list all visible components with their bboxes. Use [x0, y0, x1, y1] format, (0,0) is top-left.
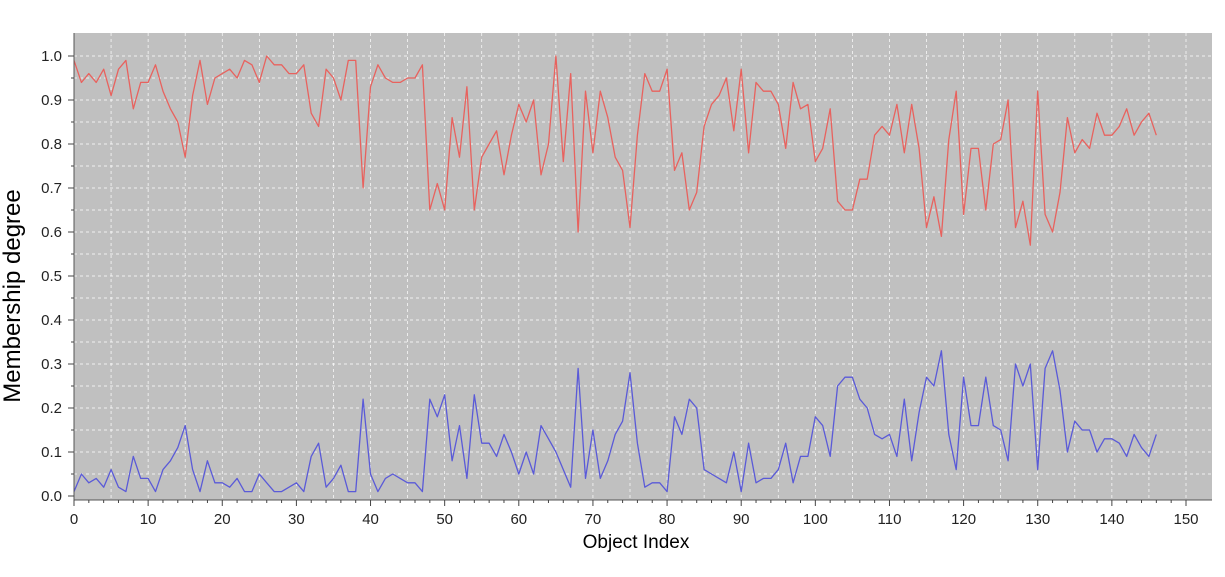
y-tick-label: 0.1	[41, 444, 62, 461]
x-tick-label: 70	[585, 511, 602, 528]
x-tick-label: 30	[288, 511, 305, 528]
y-tick-label: 0.2	[41, 400, 62, 417]
y-tick-label: 0.9	[41, 92, 62, 109]
series-lines	[73, 55, 1157, 493]
x-tick-label: 90	[733, 511, 750, 528]
x-tick-label: 120	[951, 511, 976, 528]
x-tick-label: 140	[1099, 511, 1124, 528]
y-tick-label: 0.3	[41, 356, 62, 373]
y-tick-label: 0.5	[41, 268, 62, 285]
x-tick-label: 130	[1025, 511, 1050, 528]
y-tick-label: 0.8	[41, 136, 62, 153]
x-tick-label: 60	[510, 511, 527, 528]
plot-area	[74, 33, 1212, 500]
x-tick-label: 110	[878, 511, 902, 528]
x-axis-label: Object Index	[583, 532, 690, 553]
x-tick-label: 150	[1173, 511, 1198, 528]
y-tick-label: 0.0	[41, 488, 62, 505]
y-tick-label: 0.4	[41, 312, 62, 329]
x-tick-label: 100	[803, 511, 828, 528]
y-tick-label: 0.7	[41, 180, 62, 197]
y-tick-label: 1.0	[41, 48, 62, 65]
x-tick-label: 0	[70, 511, 78, 528]
x-tick-label: 40	[362, 511, 379, 528]
x-axis-ticks: 0 10 20 30 40 50 60 70 80 90 100 110 120 130 140 150	[70, 500, 1199, 528]
y-axis-ticks: 0.0 0.1 0.2 0.3 0.4 0.5 0.6 0.7 0.8 0.9 1.0	[41, 48, 74, 505]
y-axis-label: Membership degree	[0, 189, 26, 402]
series-line-2	[73, 350, 1157, 493]
series-line-1	[73, 55, 1157, 246]
axes	[73, 33, 1212, 501]
y-tick-label: 0.6	[41, 224, 62, 241]
x-tick-label: 20	[214, 511, 231, 528]
x-tick-label: 50	[436, 511, 453, 528]
x-tick-label: 10	[140, 511, 157, 528]
x-tick-label: 80	[659, 511, 676, 528]
